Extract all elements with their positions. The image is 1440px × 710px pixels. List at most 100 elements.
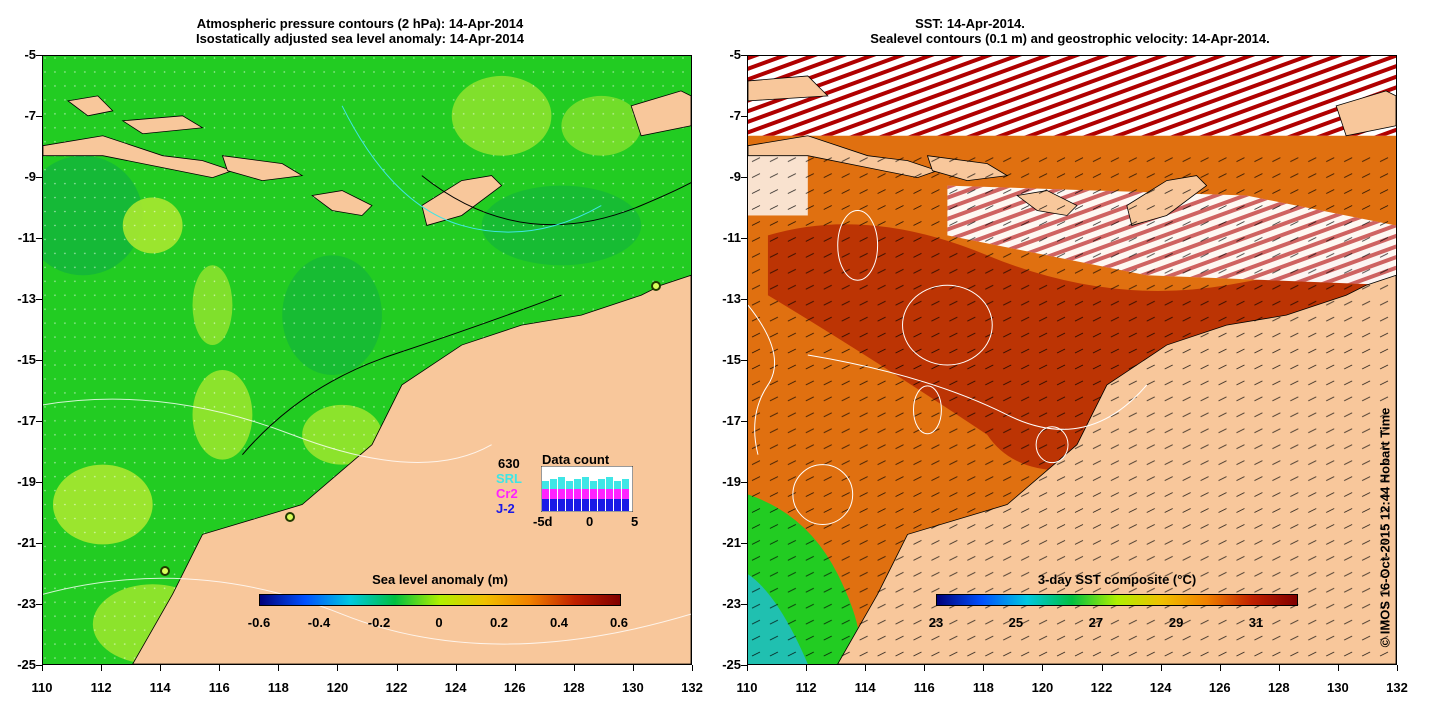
x-tick-mark — [219, 665, 221, 671]
y-tick-mark — [36, 421, 42, 422]
data-count-bar-segment — [558, 477, 565, 489]
y-tick-mark — [741, 360, 747, 361]
y-tick-label: -17 — [722, 413, 741, 428]
x-tick-mark — [396, 665, 398, 671]
data-count-bar-segment — [598, 489, 605, 499]
data-count-bar-segment — [574, 489, 581, 499]
data-count-xlabel-start: -5d — [533, 514, 553, 529]
data-count-bar-segment — [550, 479, 557, 489]
y-tick-mark — [36, 665, 42, 666]
data-count-bar-segment — [566, 481, 573, 489]
data-count-bar-segment — [598, 499, 605, 511]
y-tick-label: -5 — [24, 47, 36, 62]
y-tick-label: -11 — [722, 230, 741, 245]
y-tick-mark — [741, 604, 747, 605]
y-tick-label: -5 — [729, 47, 741, 62]
x-tick-label: 132 — [681, 680, 703, 695]
x-tick-mark — [1337, 665, 1339, 671]
x-tick-label: 114 — [854, 680, 876, 695]
y-tick-label: -23 — [17, 596, 36, 611]
x-tick-label: 124 — [444, 680, 467, 695]
y-tick-mark — [741, 55, 747, 56]
colorbar-tick-label: 0 — [435, 615, 443, 630]
y-tick-mark — [36, 360, 42, 361]
x-tick-mark — [278, 665, 280, 671]
x-tick-mark — [1219, 665, 1221, 671]
colorbar-tick-label: 29 — [1168, 615, 1184, 630]
x-tick-label: 130 — [622, 680, 644, 695]
y-tick-label: -19 — [722, 474, 741, 489]
data-count-series-j2: J-2 — [496, 501, 515, 516]
y-tick-label: -25 — [17, 657, 36, 672]
data-count-bar-segment — [606, 477, 613, 489]
y-tick-label: -15 — [722, 352, 741, 367]
sea-level-anomaly-map — [42, 55, 692, 665]
y-tick-mark — [36, 543, 42, 544]
y-tick-label: -17 — [17, 413, 36, 428]
x-tick-mark — [1278, 665, 1280, 671]
x-tick-mark — [573, 665, 575, 671]
data-count-bar-segment — [622, 489, 629, 499]
y-tick-label: -13 — [722, 291, 741, 306]
data-count-bar-segment — [606, 499, 613, 511]
data-count-series-cr2: Cr2 — [496, 486, 518, 501]
x-tick-label: 124 — [1149, 680, 1172, 695]
y-tick-mark — [741, 543, 747, 544]
x-tick-label: 126 — [1208, 680, 1231, 695]
x-tick-label: 122 — [385, 680, 408, 695]
data-count-bar-segment — [598, 479, 605, 489]
sla-colorbar — [259, 594, 621, 606]
x-tick-label: 116 — [208, 680, 230, 695]
y-tick-label: -9 — [24, 169, 36, 184]
y-tick-label: -13 — [17, 291, 36, 306]
sla-colorbar-title: Sea level anomaly (m) — [372, 572, 508, 587]
data-count-bar-segment — [582, 477, 589, 489]
x-tick-mark — [806, 665, 808, 671]
x-tick-mark — [1397, 665, 1398, 671]
y-tick-mark — [741, 482, 747, 483]
x-tick-label: 120 — [1031, 680, 1054, 695]
x-tick-mark — [747, 665, 748, 671]
data-count-bar-segment — [622, 499, 629, 511]
y-tick-label: -21 — [17, 535, 36, 550]
data-count-bar-segment — [614, 499, 621, 511]
y-tick-mark — [36, 299, 42, 300]
right-title-2: Sealevel contours (0.1 m) and geostrophi… — [870, 31, 1270, 46]
data-count-bar-segment — [542, 481, 549, 489]
x-tick-mark — [1101, 665, 1103, 671]
left-title-2: Isostatically adjusted sea level anomaly… — [195, 31, 525, 46]
data-count-bar-segment — [582, 489, 589, 499]
colorbar-tick-label: 27 — [1088, 615, 1104, 630]
y-tick-label: -19 — [17, 474, 36, 489]
data-count-title: Data count — [542, 452, 610, 467]
x-tick-label: 120 — [326, 680, 349, 695]
x-tick-mark — [865, 665, 867, 671]
y-tick-label: -7 — [729, 108, 741, 123]
data-count-bar-segment — [550, 489, 557, 499]
colorbar-tick-label: -0.6 — [247, 615, 271, 630]
x-tick-label: 128 — [562, 680, 585, 695]
y-tick-mark — [36, 238, 42, 239]
sst-map — [747, 55, 1397, 665]
data-count-bar-segment — [614, 489, 621, 499]
credit-text: © IMOS 16-Oct-2015 12:44 Hobart Time — [1377, 407, 1393, 648]
data-count-xlabel-end: 5 — [631, 514, 639, 529]
y-tick-label: -21 — [722, 535, 741, 550]
x-tick-label: 130 — [1327, 680, 1349, 695]
x-tick-mark — [632, 665, 634, 671]
x-tick-label: 118 — [972, 680, 994, 695]
data-count-bar-segment — [606, 489, 613, 499]
y-tick-label: -25 — [722, 657, 741, 672]
x-tick-mark — [692, 665, 693, 671]
x-tick-mark — [514, 665, 516, 671]
x-tick-mark — [983, 665, 985, 671]
x-tick-label: 122 — [1090, 680, 1113, 695]
y-tick-mark — [741, 116, 747, 117]
colorbar-tick-label: 0.6 — [609, 615, 629, 630]
y-tick-label: -9 — [729, 169, 741, 184]
x-tick-mark — [101, 665, 103, 671]
x-tick-label: 112 — [90, 680, 112, 695]
data-count-bars — [541, 466, 633, 512]
y-tick-mark — [36, 55, 42, 56]
colorbar-tick-label: 0.2 — [489, 615, 509, 630]
